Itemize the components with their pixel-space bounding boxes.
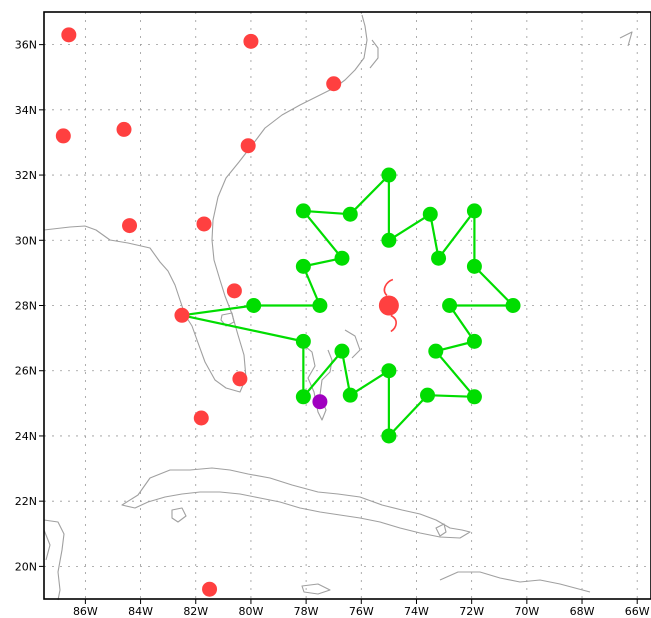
network-node <box>420 387 436 403</box>
storm-center-icon <box>378 295 399 316</box>
network-node <box>381 167 397 183</box>
x-tick-label: 80W <box>238 605 263 618</box>
network-node <box>334 343 350 359</box>
cape-cod-hint <box>619 31 633 47</box>
special-point-marker <box>312 394 328 410</box>
network-lines <box>180 173 515 438</box>
station-marker <box>326 76 342 92</box>
network-node <box>422 206 438 222</box>
station-marker <box>61 27 77 43</box>
network-node <box>246 298 262 313</box>
special-marker-layer <box>312 394 328 410</box>
x-tick-label: 74W <box>404 605 429 618</box>
x-tick-label: 72W <box>459 605 484 618</box>
network-node <box>466 258 482 274</box>
network-segment <box>426 394 476 398</box>
station-marker <box>193 410 209 426</box>
storm-spiral-arm-bottom <box>390 314 397 333</box>
coastline-layer <box>43 14 633 601</box>
x-tick-label: 76W <box>349 605 374 618</box>
y-tick-label: 20N <box>15 560 37 573</box>
x-tick-label: 82W <box>183 605 208 618</box>
network-node <box>442 298 458 313</box>
network-segment <box>302 209 352 216</box>
network-node <box>295 333 311 349</box>
station-marker <box>55 128 71 144</box>
x-tick-label: 68W <box>570 605 595 618</box>
cuba <box>121 467 471 539</box>
graticule-grid <box>44 12 651 599</box>
network-node <box>295 203 311 219</box>
network-node <box>466 203 482 219</box>
y-tick-label: 32N <box>15 169 37 182</box>
storm-center-layer <box>378 278 399 333</box>
network-node <box>428 343 444 359</box>
station-marker <box>232 371 248 387</box>
x-tick-label: 78W <box>294 605 319 618</box>
network-node <box>381 363 397 379</box>
network-node <box>334 250 350 266</box>
y-tick-label: 34N <box>15 104 37 117</box>
network-node <box>295 389 311 405</box>
network-segment <box>434 350 476 398</box>
hispaniola <box>439 571 591 593</box>
us-coastline <box>43 14 368 393</box>
y-tick-label: 36N <box>15 39 37 52</box>
network-node <box>342 206 358 222</box>
station-marker <box>122 218 138 234</box>
network-node <box>312 298 328 313</box>
station-marker <box>196 216 212 232</box>
jamaica <box>301 583 331 595</box>
station-marker <box>226 283 242 299</box>
y-tick-label: 28N <box>15 300 37 313</box>
network-segment <box>349 369 390 397</box>
lake-okeechobee <box>220 312 235 327</box>
network-node <box>381 232 397 248</box>
network-segment <box>437 209 476 260</box>
storm-spiral-arm-top <box>383 278 394 297</box>
network-segment <box>302 350 344 398</box>
network-segment <box>302 209 344 260</box>
network-segment <box>387 213 432 242</box>
network-nodes <box>246 167 521 444</box>
x-tick-label: 66W <box>625 605 650 618</box>
outer-banks <box>369 39 379 69</box>
network-segment <box>473 265 515 307</box>
network-segment <box>387 394 429 438</box>
y-tick-label: 22N <box>15 495 37 508</box>
network-node <box>466 389 482 405</box>
station-marker <box>243 33 259 49</box>
bahamas-islands <box>299 341 333 421</box>
station-marker <box>240 138 256 154</box>
network-node <box>381 428 397 444</box>
map-frame <box>43 11 651 600</box>
network-node <box>505 298 521 313</box>
axis-ticks: 86W 84W 82W 80W 78W 76W 74W 72W 70W 68W 66W 20N 22N 2… <box>15 39 650 618</box>
x-tick-label: 86W <box>73 605 98 618</box>
x-tick-label: 70W <box>514 605 539 618</box>
station-marker <box>174 307 190 323</box>
mexico-coast <box>43 529 51 561</box>
y-tick-label: 26N <box>15 365 37 378</box>
network-segment <box>180 314 305 343</box>
station-markers <box>55 27 342 597</box>
bahamas-abaco <box>344 329 361 359</box>
network-segment <box>180 304 255 317</box>
network-node <box>466 333 482 349</box>
x-tick-label: 84W <box>128 605 153 618</box>
small-cay <box>435 523 447 537</box>
y-tick-label: 30N <box>15 234 37 247</box>
network-node <box>431 250 447 266</box>
station-marker <box>116 121 132 137</box>
network-node <box>342 387 358 403</box>
network-segment <box>349 173 390 216</box>
isle-of-youth <box>171 507 187 523</box>
station-marker <box>202 581 218 597</box>
y-tick-label: 24N <box>15 430 37 443</box>
yucatan <box>43 519 65 601</box>
network-node <box>295 258 311 274</box>
